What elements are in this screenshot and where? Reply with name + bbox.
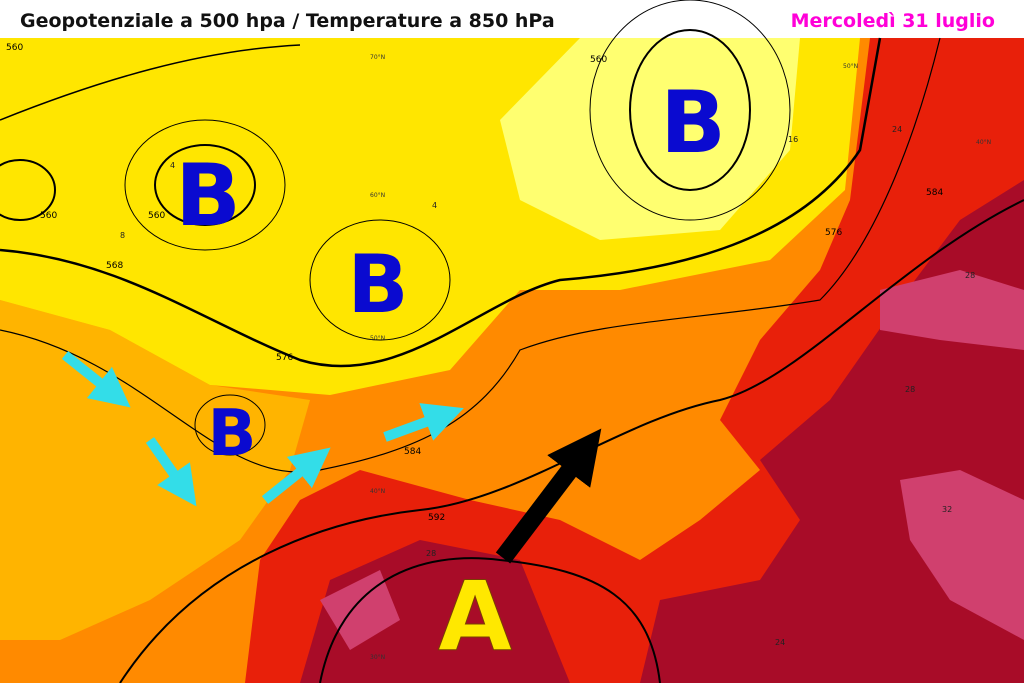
contour-label: 576 xyxy=(276,353,293,363)
low-center: B xyxy=(208,397,257,471)
high-center: A xyxy=(438,561,512,673)
temperature-label: 8 xyxy=(120,231,125,240)
title: Geopotenziale a 500 hpa / Temperature a … xyxy=(20,10,555,32)
temperature-label: 16 xyxy=(788,135,798,144)
warm-advection-arrow xyxy=(495,428,602,564)
latitude-labels: 70°N 60°N 50°N 40°N 30°N 50°N 40°N xyxy=(370,54,991,661)
low-center: B xyxy=(660,73,726,173)
contour-label: 584 xyxy=(404,447,421,457)
temperature-label: 28 xyxy=(905,385,915,394)
temperature-label: 24 xyxy=(775,638,785,647)
temperature-field xyxy=(0,38,1024,683)
latitude-label: 50°N xyxy=(843,63,858,70)
low-center: B xyxy=(175,146,241,246)
temperature-label: 28 xyxy=(426,549,436,558)
latitude-label: 40°N xyxy=(370,488,385,495)
latitude-label: 60°N xyxy=(370,192,385,199)
contour-label: 560 xyxy=(6,43,23,53)
contour-label: 560 xyxy=(148,211,165,221)
temperature-label: 28 xyxy=(965,271,975,280)
temperature-labels: 16 28 28 24 32 28 24 4 4 8 xyxy=(120,125,975,647)
contour-label: 576 xyxy=(825,228,842,238)
contour-label: 560 xyxy=(590,55,607,65)
date: Mercoledì 31 luglio xyxy=(791,10,995,32)
temperature-label: 32 xyxy=(942,505,952,514)
contour-label: 584 xyxy=(926,188,943,198)
temperature-label: 24 xyxy=(892,125,902,134)
low-center: B xyxy=(348,238,409,331)
contour-label: 568 xyxy=(106,261,123,271)
temperature-label: 4 xyxy=(432,201,437,210)
contour-label: 592 xyxy=(428,513,445,523)
contour-label: 560 xyxy=(40,211,57,221)
latitude-label: 50°N xyxy=(370,335,385,342)
latitude-label: 70°N xyxy=(370,54,385,61)
flow-arrows xyxy=(61,351,464,507)
latitude-label: 40°N xyxy=(976,139,991,146)
contour-labels: 560 560 568 576 576 584 584 592 560 560 xyxy=(6,43,943,523)
temperature-label: 4 xyxy=(170,161,175,170)
latitude-label: 30°N xyxy=(370,654,385,661)
header-bar xyxy=(0,0,1024,38)
